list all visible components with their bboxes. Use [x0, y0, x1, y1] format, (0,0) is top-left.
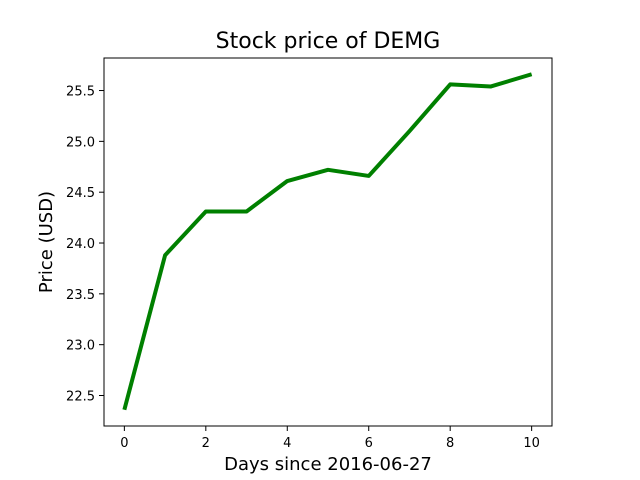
series-layer [122, 72, 533, 411]
x-axis-label: Days since 2016-06-27 [224, 454, 432, 475]
y-axis-ticks: 22.5 23.0 23.5 24.0 24.5 25.0 25.5 [66, 85, 104, 405]
y-tick-label: 23.5 [66, 288, 95, 303]
y-tick-label: 24.0 [66, 237, 95, 252]
y-tick-label: 22.5 [66, 390, 95, 405]
x-tick-label: 6 [365, 436, 373, 451]
y-tick-label: 25.0 [66, 135, 95, 150]
plot-frame [103, 57, 553, 427]
series-line-0 [122, 72, 533, 411]
x-axis-ticks: 0 2 4 6 8 10 [120, 426, 540, 451]
y-tick-label: 24.5 [66, 186, 95, 201]
y-axis-label: Price (USD) [36, 191, 57, 293]
x-tick-label: 2 [202, 436, 210, 451]
x-tick-label: 10 [523, 436, 540, 451]
x-tick-label: 8 [446, 436, 454, 451]
x-tick-label: 0 [120, 436, 128, 451]
y-tick-label: 23.0 [66, 339, 95, 354]
chart-title: Stock price of DEMG [216, 29, 441, 54]
x-tick-label: 4 [283, 436, 291, 451]
y-tick-label: 25.5 [66, 85, 95, 100]
